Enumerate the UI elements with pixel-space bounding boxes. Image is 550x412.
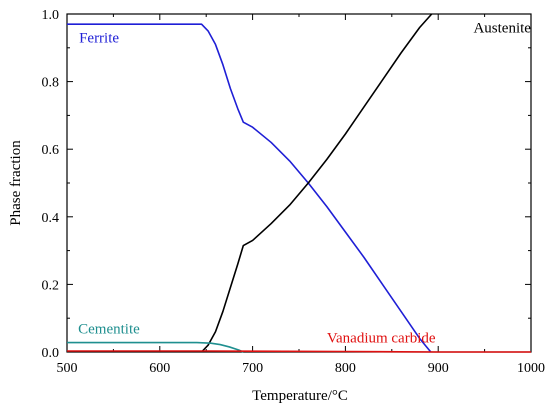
ferrite-label: Ferrite [79,31,119,47]
y-axis-title: Phase fraction [8,140,24,226]
series-lines [67,13,531,353]
x-tick-label: 500 [57,361,78,376]
cementite-label: Cementite [78,321,140,337]
vanadium-carbide-label: Vanadium carbide [327,331,436,347]
ferrite-line [67,23,432,353]
austenite-line [200,13,433,353]
series-labels: Ferrite Austenite Cementite Vanadium carbid… [78,21,531,347]
austenite-label: Austenite [473,21,531,37]
y-tick-label: 0.4 [42,211,60,226]
plot-frame [66,13,532,353]
y-tick-label: 0.0 [42,346,60,361]
vanadium-carbide-line [67,350,531,353]
y-tick-label: 0.2 [42,278,60,293]
y-tick-label: 0.6 [42,143,60,158]
cementite-line [67,341,244,353]
y-tick-label: 1.0 [42,8,60,23]
x-tick-label: 800 [335,361,356,376]
x-tick-label: 600 [149,361,170,376]
x-axis-title: Temperature/°C [252,388,348,404]
y-tick-label: 0.8 [42,76,60,91]
x-tick-label: 700 [242,361,263,376]
x-tick-label: 900 [428,361,449,376]
x-tick-label: 1000 [517,361,545,376]
